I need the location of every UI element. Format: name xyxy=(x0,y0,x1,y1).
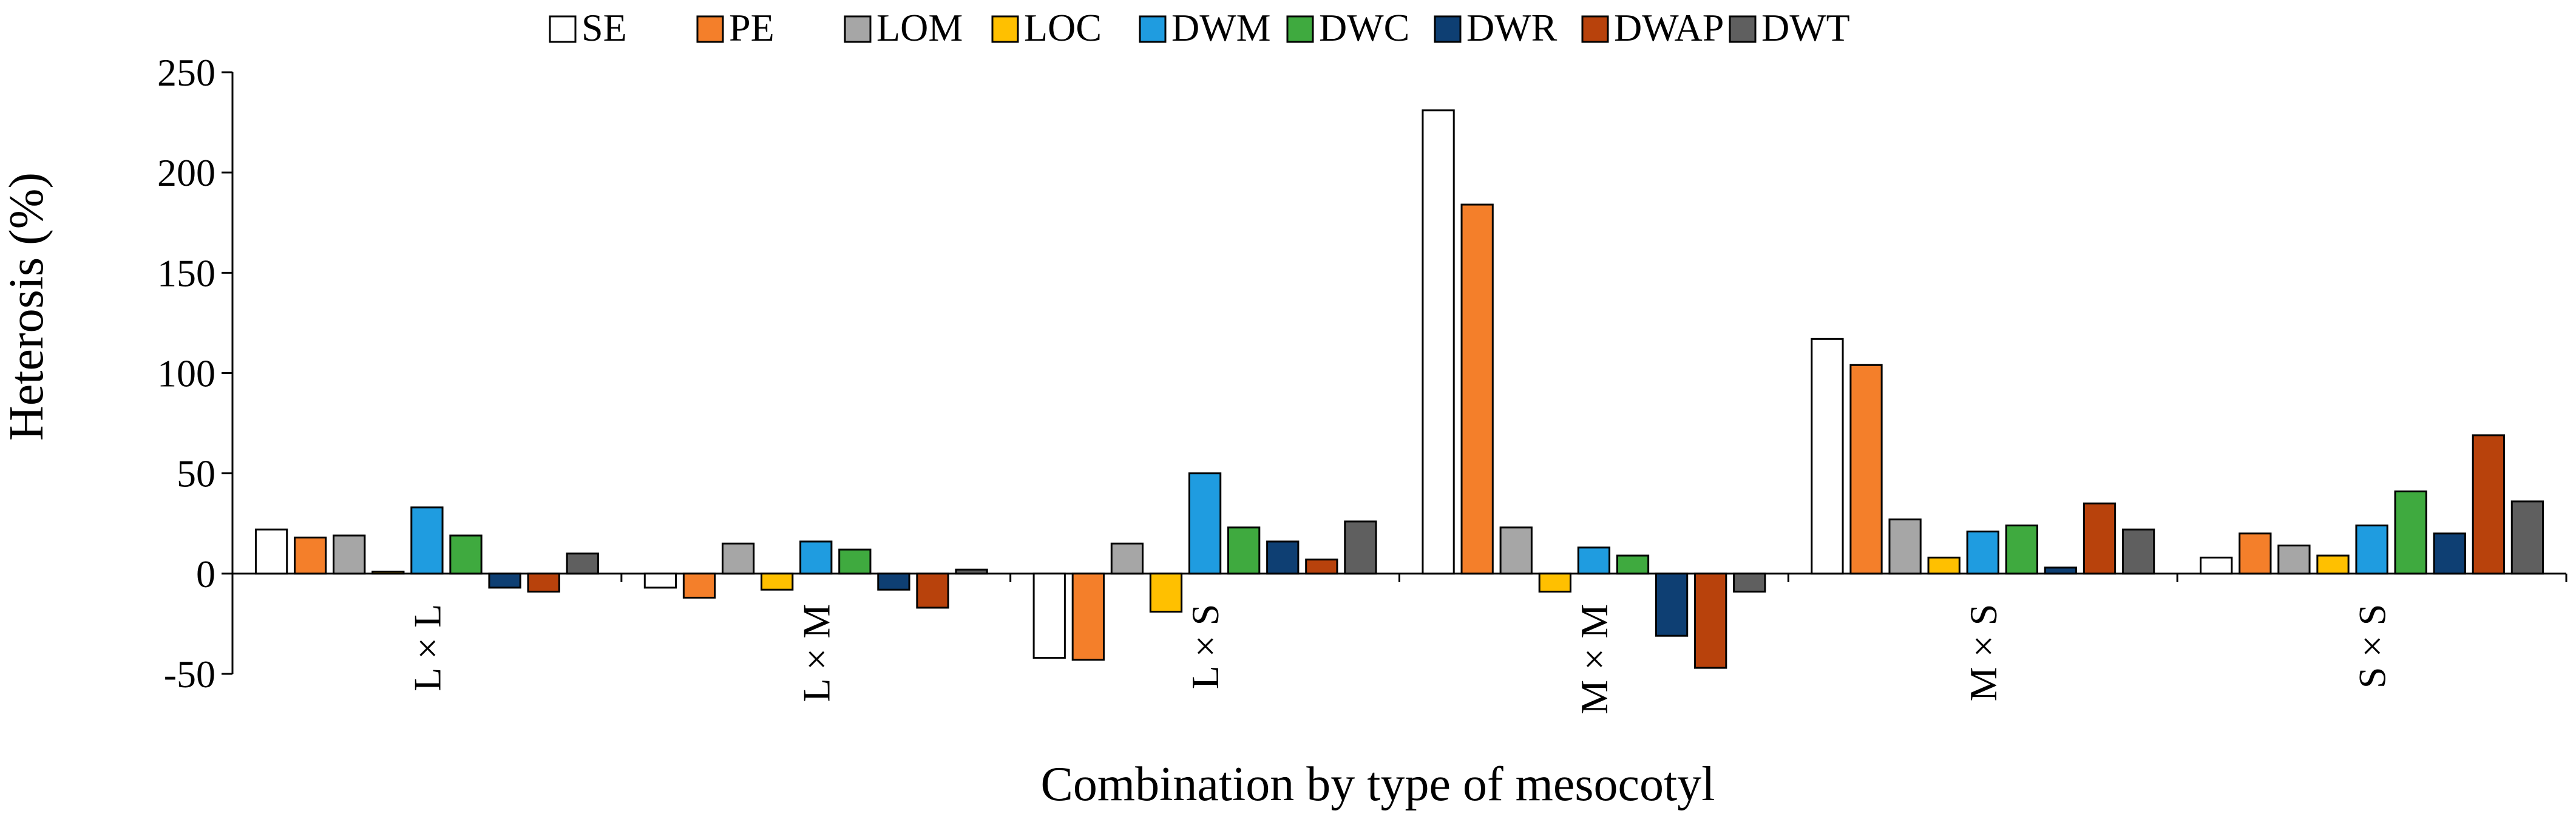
bar-dwr-m-m xyxy=(1655,572,1689,637)
legend-swatch-dwt xyxy=(1729,15,1757,43)
legend-label-dwt: DWT xyxy=(1761,6,1850,49)
legend-label-pe: PE xyxy=(729,6,774,49)
bar-pe-s-s xyxy=(2239,532,2272,575)
bar-lom-m-s xyxy=(1888,518,1922,575)
bar-dwc-m-s xyxy=(2005,525,2038,575)
bar-dwm-m-s xyxy=(1966,530,1999,575)
y-tick-label: 250 xyxy=(157,51,215,94)
bar-dwap-m-m xyxy=(1694,572,1727,669)
bar-dwt-m-m xyxy=(1733,572,1766,593)
legend-swatch-lom xyxy=(844,15,872,43)
legend-swatch-dwr xyxy=(1434,15,1462,43)
legend-label-dwap: DWAP xyxy=(1614,6,1724,49)
bar-dwt-m-s xyxy=(2121,528,2155,575)
bar-loc-l-l xyxy=(371,571,405,575)
bar-pe-m-m xyxy=(1460,203,1494,575)
bar-dwap-m-s xyxy=(2083,502,2117,575)
bar-lom-s-s xyxy=(2277,545,2311,575)
y-tick-label: 200 xyxy=(157,151,215,194)
legend-label-se: SE xyxy=(581,6,627,49)
bar-dwm-s-s xyxy=(2355,525,2388,575)
legend-label-lom: LOM xyxy=(876,6,963,49)
x-tick-label-l-l: L × L xyxy=(405,604,449,691)
bar-se-l-l xyxy=(254,528,288,575)
bar-dwap-l-s xyxy=(1305,559,1338,575)
bar-se-m-m xyxy=(1422,109,1455,575)
legend-label-dwc: DWC xyxy=(1319,6,1409,49)
x-tick-label-l-m: L × M xyxy=(795,604,838,702)
bar-dwap-s-s xyxy=(2472,434,2505,575)
bar-dwc-l-l xyxy=(449,534,483,575)
bar-lom-l-s xyxy=(1110,542,1144,575)
x-axis-title: Combination by type of mesocotyl xyxy=(1041,758,1715,811)
bar-dwm-l-m xyxy=(799,540,833,575)
y-tick-label: 0 xyxy=(196,552,215,596)
legend-swatch-dwm xyxy=(1139,15,1167,43)
x-axis: L × L L × M L × S M × M M × S S × S xyxy=(231,572,2568,715)
bar-dwap-l-m xyxy=(916,572,949,609)
x-tick-label-m-m: M × M xyxy=(1573,604,1616,715)
bar-dwm-l-s xyxy=(1188,472,1222,575)
bar-lom-m-m xyxy=(1499,526,1533,575)
y-tick-label: 100 xyxy=(157,352,215,395)
legend-swatch-dwc xyxy=(1286,15,1314,43)
legend-swatch-loc xyxy=(991,15,1019,43)
y-axis: -50 0 50 100 150 200 250 xyxy=(157,51,234,696)
bar-dwt-s-s xyxy=(2510,500,2544,575)
bar-dwc-m-m xyxy=(1616,554,1650,575)
bar-pe-l-l xyxy=(294,536,327,575)
bars xyxy=(254,109,2544,669)
bar-dwr-s-s xyxy=(2433,532,2466,575)
bar-loc-l-m xyxy=(761,572,794,591)
y-tick-label: 150 xyxy=(157,251,215,294)
bar-dwr-l-s xyxy=(1266,540,1300,575)
y-axis-title: Heterosis (%) xyxy=(0,172,53,441)
legend-swatch-dwap xyxy=(1581,15,1609,43)
bar-loc-s-s xyxy=(2316,554,2350,575)
bar-dwap-l-l xyxy=(527,572,560,593)
bar-lom-l-m xyxy=(721,542,755,575)
bar-lom-l-l xyxy=(333,534,366,575)
bar-dwm-m-m xyxy=(1577,546,1611,575)
bar-dwt-l-m xyxy=(955,568,988,575)
bar-loc-l-s xyxy=(1149,572,1183,613)
bar-se-l-s xyxy=(1032,572,1066,659)
x-tick-label-m-s: M × S xyxy=(1962,604,2005,702)
legend-swatch-se xyxy=(549,15,577,43)
bar-dwr-m-s xyxy=(2044,566,2078,575)
bar-se-m-s xyxy=(1811,338,1844,575)
bar-se-s-s xyxy=(2200,556,2233,575)
legend: SE PE LOM LOC DWM DWC DWR DWAP DWT xyxy=(549,6,1850,49)
x-tick-label-s-s: S × S xyxy=(2351,604,2394,688)
bar-dwt-l-s xyxy=(1344,520,1377,575)
bar-dwc-l-m xyxy=(838,548,872,575)
bar-loc-m-m xyxy=(1538,572,1571,593)
bar-dwc-l-s xyxy=(1227,526,1261,575)
bar-pe-l-m xyxy=(682,572,716,599)
y-tick-label: 50 xyxy=(177,452,215,495)
bar-loc-m-s xyxy=(1927,556,1961,575)
x-tick-label-l-s: L × S xyxy=(1184,604,1227,689)
bar-se-l-m xyxy=(643,572,677,589)
bar-dwc-s-s xyxy=(2394,490,2427,575)
legend-label-dwr: DWR xyxy=(1466,6,1557,49)
legend-label-dwm: DWM xyxy=(1171,6,1271,49)
bar-pe-l-s xyxy=(1071,572,1105,661)
bar-dwr-l-l xyxy=(488,572,521,589)
bar-pe-m-s xyxy=(1849,364,1883,575)
bar-dwt-l-l xyxy=(566,552,599,575)
legend-label-loc: LOC xyxy=(1024,6,1102,49)
bar-dwm-l-l xyxy=(410,506,444,575)
y-tick-label: -50 xyxy=(164,653,215,696)
bar-dwr-l-m xyxy=(877,572,910,591)
legend-swatch-pe xyxy=(696,15,724,43)
